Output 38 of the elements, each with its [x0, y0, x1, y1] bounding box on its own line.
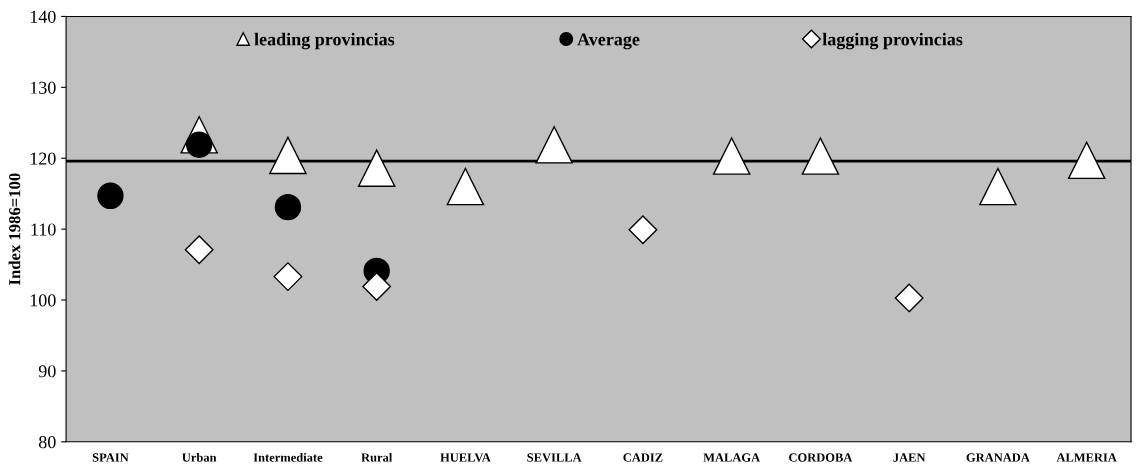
point: [97, 182, 124, 210]
x-tick-label: HUELVA: [440, 453, 491, 462]
point: [274, 193, 302, 221]
y-tick-label: 130: [30, 81, 56, 94]
point: [362, 272, 392, 301]
x-tick-label: Rural: [361, 452, 393, 462]
point: [269, 136, 307, 175]
point: [628, 215, 658, 245]
x-tick-label: Urban: [182, 452, 217, 462]
point: [357, 149, 396, 187]
y-tick-label: 120: [30, 152, 56, 165]
legend-label: Average: [577, 33, 640, 50]
x-tick-label: SPAIN: [92, 453, 129, 462]
y-tick-label: 90: [38, 365, 56, 378]
x-tick-label: GRANADA: [966, 453, 1030, 462]
x-tick-label: Intermediate: [253, 452, 323, 462]
y-tick-label: 100: [30, 294, 56, 307]
point: [894, 283, 924, 313]
x-tick-label: SEVILLA: [527, 453, 582, 462]
x-tick-label: CADIZ: [623, 453, 663, 462]
point: [979, 167, 1017, 206]
y-tick-label: 110: [31, 223, 56, 236]
x-tick-label: MALAGA: [703, 453, 761, 462]
x-tick-label: ALMERIA: [1056, 453, 1117, 462]
point: [535, 126, 573, 164]
y-tick-label: 140: [30, 10, 56, 23]
legend-label: leading provincias: [254, 32, 395, 50]
x-tick-label: CORDOBA: [789, 453, 853, 462]
point: [1067, 141, 1106, 180]
point: [712, 137, 751, 175]
point: [801, 137, 840, 175]
point: [273, 262, 303, 292]
y-axis-title: Index 1986=100: [8, 173, 21, 285]
x-tick-label: JAEN: [893, 453, 926, 462]
legend-label: lagging provincias: [822, 32, 963, 50]
point: [446, 167, 485, 206]
point: [184, 235, 214, 265]
y-tick-label: 80: [38, 436, 56, 449]
